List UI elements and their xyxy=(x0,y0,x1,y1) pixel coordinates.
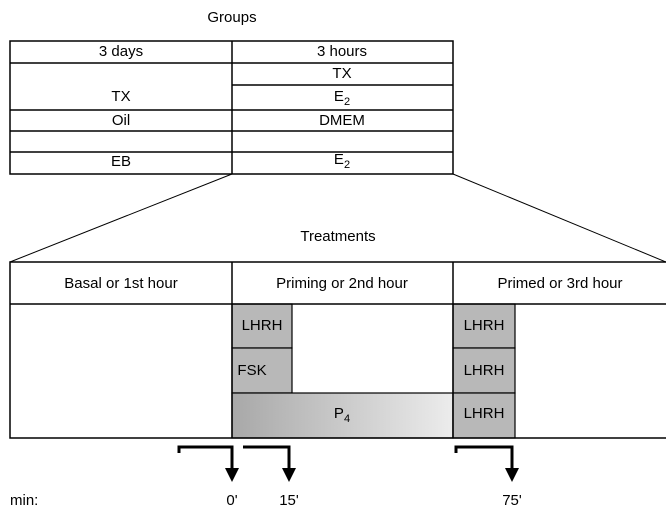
time-label: 0' xyxy=(226,492,237,509)
cell: DMEM xyxy=(319,112,365,129)
arrows xyxy=(177,445,514,470)
header: Priming or 2nd hour xyxy=(276,275,408,292)
cell: TX xyxy=(111,88,130,105)
zoom-lines xyxy=(9,173,666,263)
cell: E2 xyxy=(334,151,350,171)
cell: Oil xyxy=(112,112,130,129)
header: Basal or 1st hour xyxy=(64,275,177,292)
groups-title: Groups xyxy=(207,9,256,26)
unit-label: min: xyxy=(10,492,38,509)
treatments-table xyxy=(9,261,666,439)
box-label: FSK xyxy=(237,362,266,379)
boxes xyxy=(231,303,516,439)
header: 3 days xyxy=(99,43,143,60)
arrow-heads xyxy=(225,468,519,482)
box-label: LHRH xyxy=(464,317,505,334)
time-label: 15' xyxy=(279,492,299,509)
groups-table xyxy=(9,40,454,175)
box-label: LHRH xyxy=(242,317,283,334)
treatments-title: Treatments xyxy=(300,228,375,245)
cell: TX xyxy=(332,65,351,82)
box-label: LHRH xyxy=(464,362,505,379)
header: Primed or 3rd hour xyxy=(497,275,622,292)
cell: E2 xyxy=(334,88,350,108)
box-label: P4 xyxy=(334,405,350,425)
time-label: 75' xyxy=(502,492,522,509)
header: 3 hours xyxy=(317,43,367,60)
cell: EB xyxy=(111,153,131,170)
box-label: LHRH xyxy=(464,405,505,422)
